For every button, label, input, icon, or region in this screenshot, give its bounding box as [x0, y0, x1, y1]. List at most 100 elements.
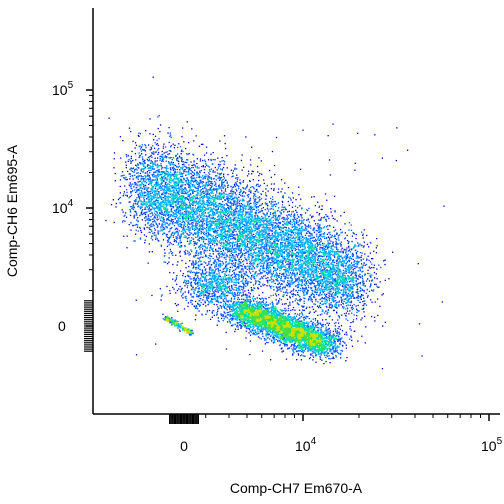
data-point: [364, 253, 366, 255]
data-point: [177, 201, 179, 203]
data-point: [180, 234, 182, 236]
data-point: [176, 206, 178, 208]
data-point: [253, 221, 255, 224]
data-point: [306, 291, 308, 293]
data-point: [330, 283, 332, 285]
data-point: [218, 177, 220, 179]
data-point: [137, 172, 139, 174]
data-point: [268, 242, 270, 244]
data-point: [304, 290, 306, 292]
data-point: [210, 247, 213, 250]
data-point: [278, 263, 280, 266]
data-point: [257, 206, 259, 208]
data-point: [323, 281, 325, 283]
data-point: [295, 278, 297, 280]
data-point: [182, 218, 184, 220]
data-point: [200, 189, 202, 191]
data-point: [310, 262, 313, 264]
data-point: [187, 217, 189, 219]
data-point: [260, 263, 262, 265]
data-point: [236, 219, 239, 221]
data-point: [258, 219, 260, 221]
data-point: [360, 295, 363, 297]
data-point: [218, 179, 220, 182]
data-point: [302, 229, 304, 231]
data-point: [189, 220, 191, 222]
data-point: [185, 228, 187, 230]
data-point: [264, 219, 266, 222]
data-point: [192, 180, 194, 182]
data-point: [317, 236, 320, 238]
data-point: [238, 294, 240, 296]
data-point: [129, 186, 131, 188]
data-point: [333, 270, 335, 272]
data-point: [328, 244, 330, 246]
data-point: [255, 280, 257, 282]
data-point: [137, 221, 139, 223]
data-point: [351, 309, 353, 311]
data-point: [295, 241, 297, 243]
data-point: [313, 220, 315, 222]
data-point: [205, 190, 207, 192]
data-point: [250, 192, 252, 194]
data-point: [120, 157, 122, 159]
data-point: [177, 183, 180, 185]
data-point: [186, 197, 189, 199]
data-point: [202, 207, 204, 209]
data-point: [241, 265, 243, 267]
data-point: [210, 225, 212, 227]
data-point: [311, 252, 313, 254]
data-point: [321, 227, 323, 230]
data-point: [371, 279, 373, 282]
data-point: [335, 284, 337, 286]
data-point: [263, 258, 265, 260]
data-point: [298, 277, 300, 279]
data-point: [334, 293, 336, 295]
data-point: [253, 202, 255, 204]
data-point: [177, 203, 179, 205]
data-point: [292, 242, 294, 244]
data-point: [344, 255, 346, 257]
data-point: [318, 255, 321, 258]
data-point: [334, 273, 336, 275]
data-point: [266, 202, 268, 205]
data-point: [205, 174, 207, 176]
data-point: [282, 195, 284, 197]
data-point: [371, 301, 373, 303]
data-point: [200, 196, 203, 198]
data-point: [331, 234, 333, 237]
data-point: [305, 288, 307, 290]
data-point: [211, 192, 213, 194]
data-point: [269, 241, 271, 243]
data-point: [345, 312, 347, 314]
data-point: [280, 233, 282, 235]
data-point: [351, 305, 354, 307]
data-point: [324, 293, 326, 295]
data-point: [342, 251, 344, 253]
data-point: [137, 193, 139, 196]
data-point: [301, 221, 303, 223]
data-point: [220, 238, 222, 240]
data-point: [169, 135, 171, 137]
data-point: [287, 261, 289, 263]
data-point: [263, 261, 265, 263]
data-point: [310, 234, 312, 236]
data-point: [303, 283, 306, 285]
data-point: [276, 273, 278, 275]
data-point: [307, 260, 309, 262]
data-point: [300, 244, 302, 246]
data-point: [191, 167, 193, 169]
data-point: [352, 286, 354, 288]
data-point: [233, 262, 235, 264]
data-point: [141, 219, 143, 221]
data-point: [167, 212, 169, 214]
data-point: [274, 230, 276, 233]
data-point: [320, 244, 322, 246]
data-point: [270, 295, 272, 297]
data-point: [134, 224, 136, 226]
data-point: [281, 242, 283, 244]
data-point: [351, 279, 354, 282]
data-point: [136, 183, 138, 185]
data-point: [166, 233, 168, 236]
data-point: [355, 280, 357, 282]
